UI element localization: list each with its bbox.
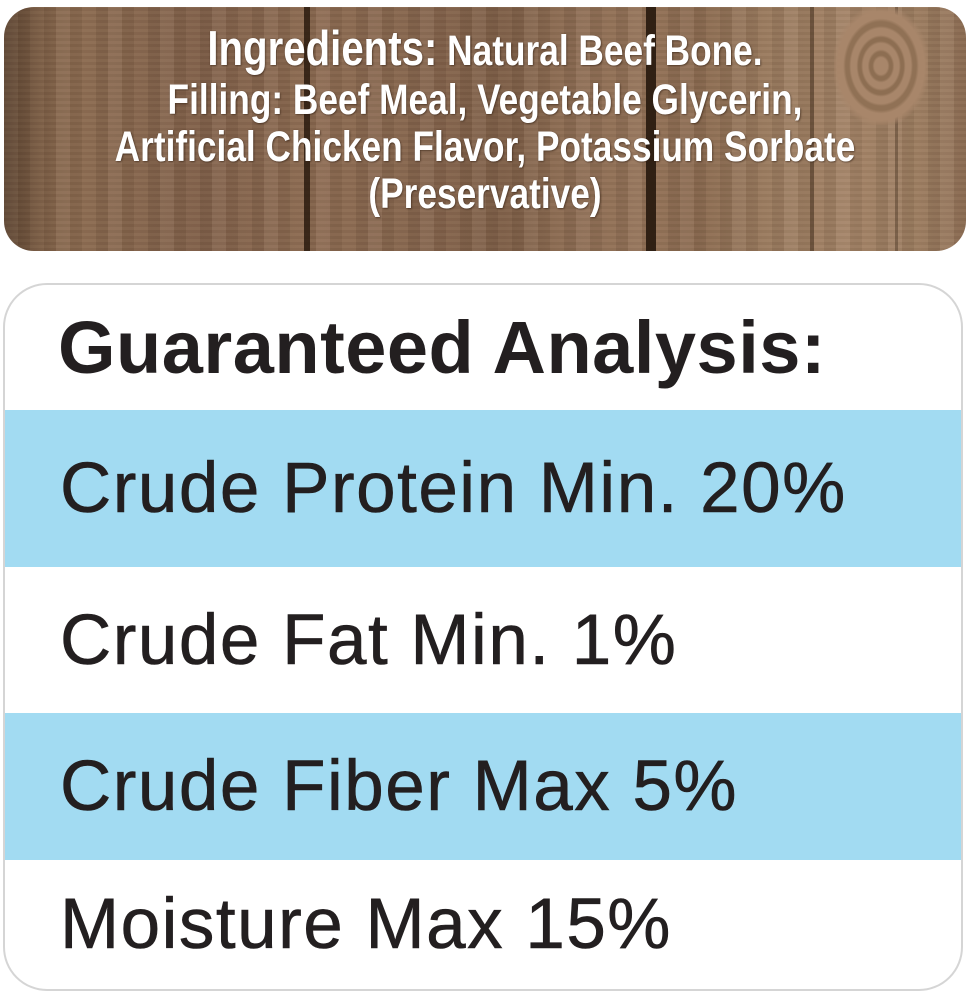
- guaranteed-analysis-title: Guaranteed Analysis:: [58, 306, 827, 389]
- row-moisture: Moisture Max 15%: [60, 885, 672, 965]
- ingredients-text-block: Ingredients: Natural Beef Bone. Filling:…: [4, 23, 966, 218]
- ingredients-line-2: Filling: Beef Meal, Vegetable Glycerin,: [167, 76, 803, 124]
- row-crude-fiber: Crude Fiber Max 5%: [5, 713, 961, 860]
- row-crude-fat: Crude Fat Min. 1%: [60, 600, 678, 680]
- ingredients-line-1-text: Natural Beef Bone.: [447, 27, 763, 75]
- ingredients-label: Ingredients:: [207, 22, 438, 76]
- ingredients-line-4: (Preservative): [368, 170, 602, 218]
- row-crude-protein: Crude Protein Min. 20%: [5, 410, 961, 567]
- guaranteed-analysis-card: Guaranteed Analysis: Crude Protein Min. …: [3, 283, 963, 991]
- ingredients-line-1: Ingredients: Natural Beef Bone.: [91, 23, 880, 77]
- ingredients-panel: Ingredients: Natural Beef Bone. Filling:…: [4, 7, 966, 251]
- ingredients-line-3: Artificial Chicken Flavor, Potassium Sor…: [114, 123, 856, 171]
